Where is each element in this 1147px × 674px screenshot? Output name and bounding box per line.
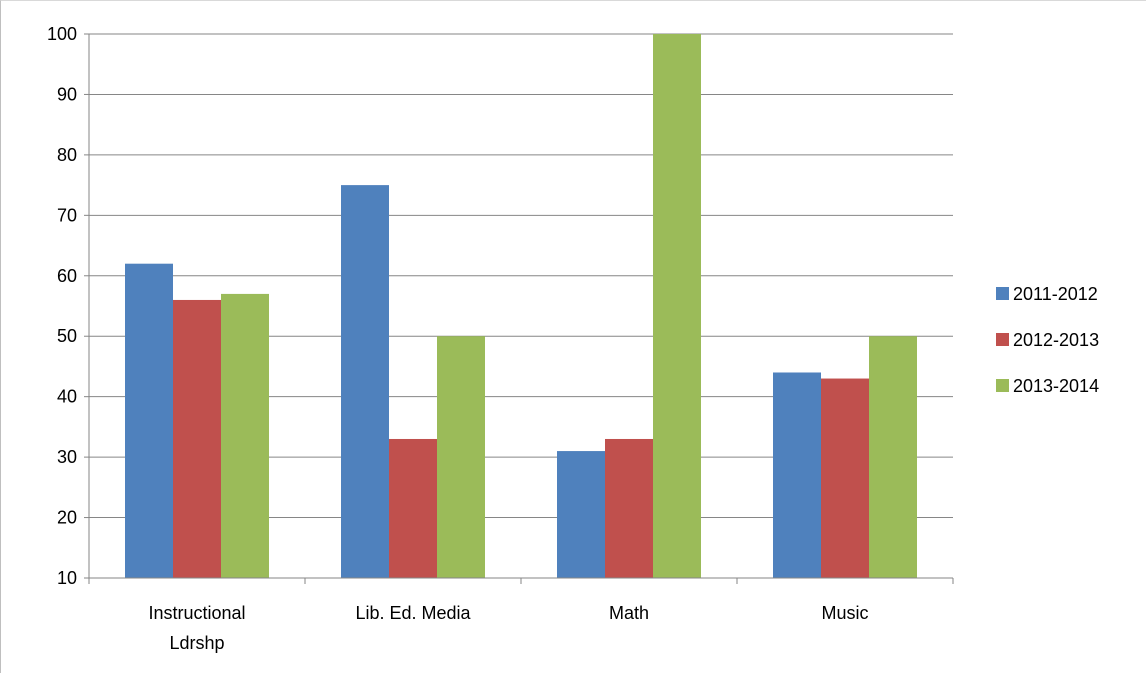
gridlines — [89, 33, 953, 519]
bar-2011-2012 — [341, 185, 389, 578]
legend-label: 2013-2014 — [1013, 376, 1099, 396]
y-tick-label: 40 — [57, 387, 77, 407]
y-tick-label: 80 — [57, 145, 77, 165]
bar-2011-2012 — [557, 451, 605, 578]
y-tick-label: 10 — [57, 568, 77, 588]
legend: 2011-2012 2012-2013 2013-2014 — [996, 284, 1099, 396]
y-tick-label: 60 — [57, 266, 77, 286]
bar-2012-2013 — [821, 378, 869, 578]
y-tick-label: 20 — [57, 508, 77, 528]
bar-2013-2014 — [437, 336, 485, 578]
legend-label: 2012-2013 — [1013, 330, 1099, 350]
bar-2013-2014 — [221, 293, 269, 578]
y-tick-label: 50 — [57, 326, 77, 346]
x-category-label: Ldrshp — [169, 633, 224, 653]
x-axis-category-labels: Instructional Ldrshp Lib. Ed. Media Math Mus… — [148, 603, 868, 653]
legend-swatch — [996, 287, 1009, 300]
bar-2013-2014 — [869, 336, 917, 578]
bar-2012-2013 — [173, 299, 221, 578]
legend-label: 2011-2012 — [1013, 284, 1098, 304]
x-category-label: Music — [821, 603, 868, 623]
bar-2012-2013 — [389, 438, 437, 578]
bars — [125, 34, 917, 578]
y-tick-label: 90 — [57, 84, 77, 104]
bar-2011-2012 — [125, 263, 173, 578]
bar-2012-2013 — [605, 438, 653, 578]
x-category-label: Instructional — [148, 603, 245, 623]
x-category-label: Lib. Ed. Media — [355, 603, 471, 623]
y-tick-label: 100 — [47, 24, 77, 44]
y-tick-label: 30 — [57, 447, 77, 467]
legend-swatch — [996, 333, 1009, 346]
bar-2011-2012 — [773, 372, 821, 578]
x-category-label: Math — [609, 603, 649, 623]
legend-swatch — [996, 379, 1009, 392]
axes — [84, 33, 954, 584]
y-axis-tick-labels: 10 20 30 40 50 60 70 80 90 100 — [47, 24, 77, 588]
y-tick-label: 70 — [57, 205, 77, 225]
bar-2013-2014 — [653, 34, 701, 578]
